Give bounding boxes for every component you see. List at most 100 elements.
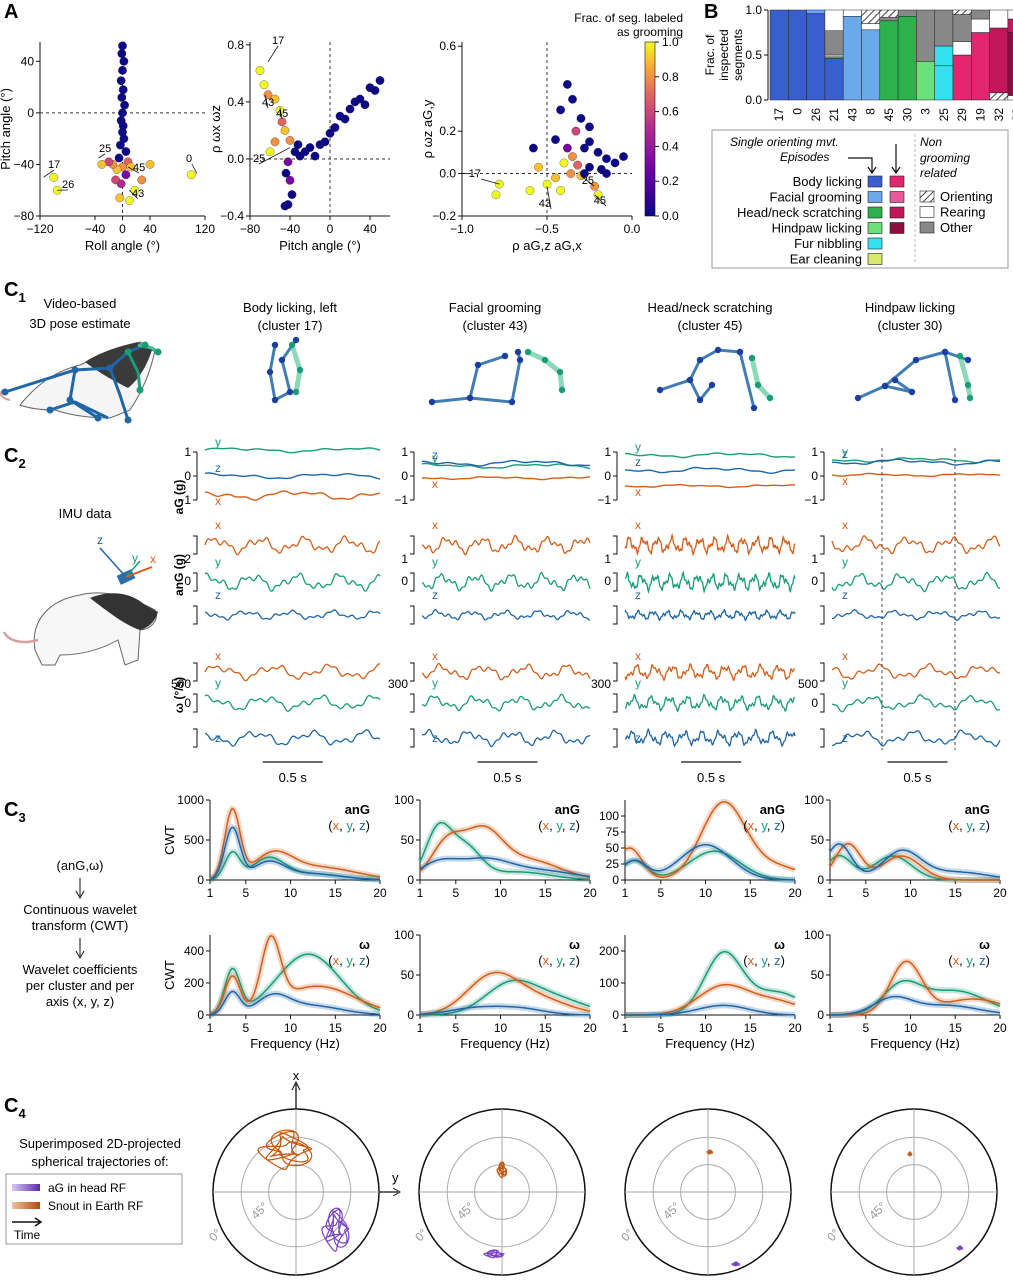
cluster-label: 25 — [99, 143, 111, 155]
data-point — [49, 172, 59, 182]
x-tick-label: 20 — [788, 886, 802, 900]
legend-part: , — [339, 818, 346, 833]
x-tick-label: 5 — [657, 1021, 664, 1035]
legend-part: , — [562, 953, 569, 968]
c4-legend-title-1: Superimposed 2D-projected — [19, 1136, 181, 1151]
y-tick-label: 40 — [21, 54, 35, 68]
x-tick-label: 0 — [327, 222, 334, 236]
stacked-bar — [769, 9, 789, 101]
panel-b-legend: Single orienting mvt. Episodes Non groom… — [711, 129, 1009, 269]
colorbar-tick-label: 0.8 — [662, 70, 679, 84]
ag-tick-label: −1 — [394, 493, 408, 507]
stacked-bar — [824, 9, 844, 101]
legend-label: Head/neck scratching — [737, 205, 862, 220]
cluster-tick-label: 17 — [772, 108, 786, 122]
skeleton-3 — [656, 346, 774, 412]
data-point — [280, 201, 290, 211]
legend-part: , — [959, 818, 966, 833]
bar-segment — [806, 9, 826, 14]
y-tick-label: 0.0 — [745, 93, 762, 107]
skeleton-joint — [891, 376, 899, 384]
legend-label: Other — [940, 220, 973, 235]
cluster-label: 0 — [186, 153, 192, 165]
y-tick-label: 400 — [184, 944, 204, 958]
legend-swatch — [867, 175, 883, 188]
bar-segment — [989, 27, 1009, 94]
panel-label-c4: C4 — [4, 1095, 26, 1121]
panel-a-scatter-plots: −120 −40 0 40 120 40 0 −40 −80 Roll angle (°) Pitc… — [0, 35, 641, 253]
legend-part: y — [966, 953, 973, 968]
skeleton-joint — [514, 348, 522, 356]
y-axis-label: Pitch angle (°) — [0, 88, 13, 170]
cluster-tick-label: 30 — [900, 108, 914, 122]
x-tick-label: 5 — [452, 1021, 459, 1035]
legend-part: , — [959, 953, 966, 968]
x-tick-label: 10 — [284, 886, 298, 900]
bar-segment — [1007, 95, 1013, 101]
c1-subtitle-4: (cluster 30) — [877, 318, 942, 333]
x-tick-label: 120 — [195, 222, 215, 236]
cluster-tick-label: 43 — [845, 108, 859, 122]
data-point — [360, 100, 370, 110]
panel-label-c3: C3 — [4, 799, 26, 825]
omega-z-label: z — [215, 731, 221, 745]
callout-line — [267, 45, 279, 63]
legend-part: z — [774, 953, 781, 968]
skeleton-joint — [292, 388, 300, 396]
data-point — [285, 175, 295, 185]
cwt-axes-legend: (x, y, z) — [538, 818, 580, 833]
y-tick-label: −40 — [14, 157, 35, 171]
skeleton-joint — [474, 361, 482, 369]
data-point — [115, 193, 125, 203]
ang-x-label: x — [432, 518, 438, 532]
ag-tick-label: 0 — [401, 469, 408, 483]
data-point — [573, 160, 582, 170]
data-point — [117, 49, 127, 58]
polar-plot-2: 45°0° — [412, 1108, 586, 1276]
scatter-plot-3: −1.0 −0.5 0.0 0.6 0.2 0.0 −0.2 ρ aG,z aG,x ρ ωz … — [420, 39, 641, 253]
bar-segment — [934, 9, 954, 47]
skeleton-joint — [541, 356, 549, 364]
skeleton-joint — [696, 356, 704, 364]
legend-part: ) — [781, 818, 785, 833]
cwt-z-curve — [209, 990, 381, 1016]
ag-tick-label: 1 — [184, 445, 191, 459]
omega-tick-label: 0 — [184, 696, 191, 710]
cwt-x-curve — [419, 825, 591, 878]
legend-part: , — [549, 818, 556, 833]
omega-z-trace — [204, 729, 381, 747]
panel-label-a: A — [4, 1, 18, 23]
x-tick-label: −80 — [240, 222, 261, 236]
skeleton-joint — [278, 356, 286, 364]
legend-part: ( — [538, 953, 543, 968]
skeleton-joint — [908, 388, 916, 396]
panel-c1-pose: Video-based 3D pose estimate Body lickin… — [0, 296, 974, 424]
omega-scale-bracket — [613, 693, 618, 713]
skeleton-4 — [854, 348, 974, 404]
data-point — [491, 190, 501, 200]
scatter-plot-1: −120 −40 0 40 120 40 0 −40 −80 Roll angle (°) Pitc… — [0, 41, 215, 253]
x-tick-label: 10 — [699, 886, 713, 900]
ang-scale-bracket — [613, 572, 618, 592]
ang-scale-bracket — [613, 605, 618, 625]
omega-scale-bracket — [410, 728, 415, 748]
x-tick-label: 1 — [622, 886, 629, 900]
data-point — [118, 41, 127, 51]
y-tick-label: 50 — [401, 968, 415, 982]
ang-scale-bracket — [820, 535, 825, 555]
data-point — [118, 85, 128, 95]
colorbar-tick-label: 0.6 — [662, 105, 679, 119]
time-scale-label: 0.5 s — [697, 770, 726, 785]
bar-segment — [916, 61, 935, 101]
x-tick-label: 15 — [949, 1021, 963, 1035]
skeleton-joint — [714, 346, 722, 354]
data-point — [320, 137, 330, 147]
colorbar-title-2: as grooming — [617, 25, 683, 39]
skeleton-joint — [292, 336, 300, 344]
c1-col0-subtitle: 3D pose estimate — [29, 316, 130, 331]
data-point — [280, 126, 290, 135]
skeleton-joint — [266, 368, 274, 376]
legend-part: y — [346, 818, 353, 833]
